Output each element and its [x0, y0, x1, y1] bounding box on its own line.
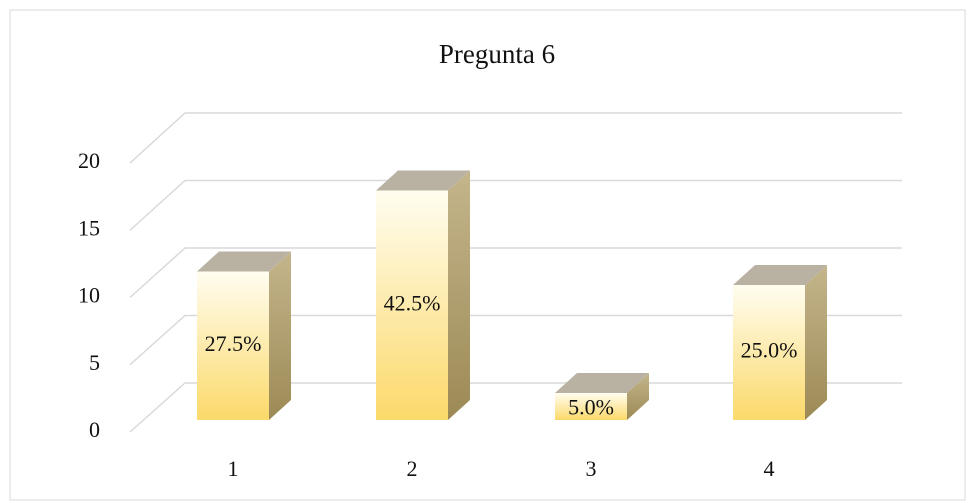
bar-side	[805, 265, 827, 420]
bar-top	[376, 170, 470, 191]
x-tick-label: 3	[586, 456, 597, 481]
grid-line	[129, 314, 902, 366]
data-label: 27.5%	[205, 331, 262, 356]
chart-title: Pregunta 6	[439, 39, 555, 69]
bar-side	[627, 373, 649, 420]
bar-side	[448, 170, 470, 420]
bar	[555, 393, 627, 420]
grid-line	[129, 112, 902, 164]
y-tick-label: 5	[89, 350, 100, 375]
y-tick-label: 15	[78, 215, 100, 240]
bar-top	[555, 373, 649, 393]
grid-line	[129, 179, 902, 231]
data-label: 5.0%	[568, 395, 614, 420]
y-tick-label: 20	[78, 148, 100, 173]
bar-side	[269, 251, 291, 420]
grid-line	[129, 382, 902, 433]
x-tick-label: 4	[764, 456, 775, 481]
bar	[733, 285, 805, 420]
grid-line	[129, 247, 902, 299]
y-tick-label: 10	[78, 283, 100, 308]
bar-top	[733, 265, 827, 285]
x-tick-label: 2	[407, 456, 418, 481]
data-label: 42.5%	[384, 290, 441, 315]
y-tick-label: 0	[89, 417, 100, 442]
x-tick-label: 1	[228, 456, 239, 481]
bar	[376, 190, 448, 420]
bar-top	[197, 251, 291, 272]
data-label: 25.0%	[741, 338, 798, 363]
bar	[197, 271, 269, 420]
chart-frame	[9, 9, 966, 501]
